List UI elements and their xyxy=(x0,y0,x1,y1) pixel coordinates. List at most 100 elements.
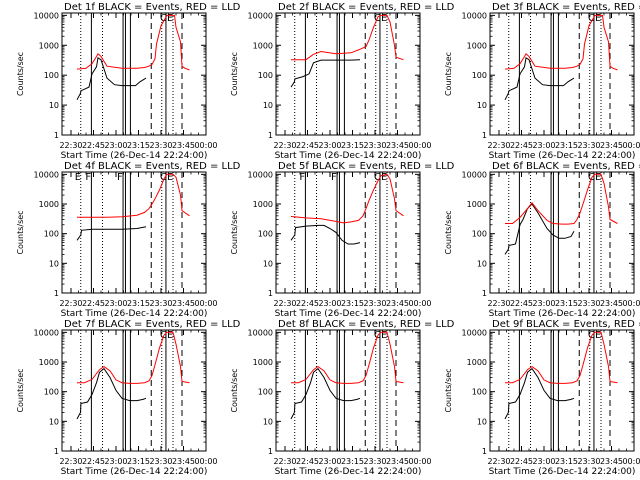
x-tick-label: 23:00 xyxy=(104,457,127,466)
series-line-events xyxy=(290,59,361,88)
x-tick-label: 23:30 xyxy=(577,141,600,150)
x-tick-label: 23:45 xyxy=(600,299,623,308)
y-tick-label: 1 xyxy=(268,289,273,298)
x-tick-label: 22:45 xyxy=(296,141,319,150)
y-axis-label: Counts/sec xyxy=(230,52,239,96)
x-axis-label: Start Time (26-Dec-14 22:24:00) xyxy=(489,151,636,161)
y-tick-label: 10 xyxy=(49,101,59,110)
series-line-events xyxy=(290,224,361,245)
series-line-lld xyxy=(291,14,404,61)
plot-frame xyxy=(489,329,635,452)
x-tick-label: 22:45 xyxy=(510,141,533,150)
y-tick-label: 10 xyxy=(477,101,487,110)
x-tick-label: 23:15 xyxy=(555,299,578,308)
y-tick-label: 100 xyxy=(258,71,273,80)
x-tick-label: 00:00 xyxy=(194,457,217,466)
series-line-lld xyxy=(76,14,190,71)
event-marker-label: C xyxy=(588,13,595,24)
x-tick-label: 23:15 xyxy=(341,457,364,466)
chart-panel-8: Det 8f BLACK = Events, RED = LLD Counts/s… xyxy=(230,319,455,477)
x-tick-label: 22:30 xyxy=(59,299,82,308)
x-tick-label: 23:00 xyxy=(532,299,555,308)
x-tick-label: 23:15 xyxy=(341,299,364,308)
event-marker-label: E xyxy=(381,330,387,341)
x-tick-label: 23:00 xyxy=(532,457,555,466)
y-tick-label: 1000 xyxy=(467,358,487,367)
x-tick-label: 00:00 xyxy=(194,141,217,150)
x-tick-label: 23:00 xyxy=(318,457,341,466)
chart-title: Det 5f BLACK = Events, RED = LLD xyxy=(278,161,455,172)
chart-title: Det 9f BLACK = Events, RED = LLD xyxy=(492,319,640,330)
event-marker-label: E xyxy=(381,13,387,24)
y-axis-label: Counts/sec xyxy=(16,52,25,96)
x-tick-label: 22:30 xyxy=(59,457,82,466)
series-line-events xyxy=(290,367,361,420)
y-tick-label: 10000 xyxy=(462,11,487,20)
y-tick-label: 10000 xyxy=(34,11,59,20)
x-tick-label: 00:00 xyxy=(408,457,431,466)
y-tick-label: 10000 xyxy=(248,170,273,179)
series-line-lld xyxy=(77,173,190,218)
x-tick-label: 23:15 xyxy=(127,141,150,150)
x-tick-label: 00:00 xyxy=(408,141,431,150)
chart-title: Det 6f BLACK = Events, RED = LLD xyxy=(492,161,640,172)
x-tick-label: 22:45 xyxy=(82,299,105,308)
chart-panel-2: Det 2f BLACK = Events, RED = LLD Counts/s… xyxy=(230,2,455,161)
x-axis-label: Start Time (26-Dec-14 22:24:00) xyxy=(489,467,636,477)
x-tick-label: 22:30 xyxy=(59,141,82,150)
y-tick-label: 10 xyxy=(49,417,59,426)
series-line-lld xyxy=(290,173,404,224)
y-tick-label: 1 xyxy=(268,131,273,140)
y-tick-label: 1 xyxy=(482,131,487,140)
chart-panel-6: Det 6f BLACK = Events, RED = LLD Counts/s… xyxy=(444,161,640,319)
y-tick-label: 100 xyxy=(44,230,59,239)
y-tick-label: 100 xyxy=(472,388,487,397)
y-tick-label: 10000 xyxy=(34,170,59,179)
x-tick-label: 23:45 xyxy=(172,299,195,308)
series-line-events xyxy=(504,203,575,255)
y-axis-label: Counts/sec xyxy=(16,368,25,412)
x-tick-label: 23:15 xyxy=(341,141,364,150)
x-tick-label: 23:30 xyxy=(363,457,386,466)
chart-title: Det 7f BLACK = Events, RED = LLD xyxy=(64,319,241,330)
x-tick-label: 22:30 xyxy=(487,299,510,308)
x-axis-label: Start Time (26-Dec-14 22:24:00) xyxy=(275,467,422,477)
plot-frame xyxy=(61,329,207,452)
x-tick-label: 22:45 xyxy=(510,299,533,308)
x-axis-label: Start Time (26-Dec-14 22:24:00) xyxy=(275,309,422,319)
y-axis-label: Counts/sec xyxy=(16,210,25,254)
y-tick-label: 100 xyxy=(44,71,59,80)
y-tick-label: 100 xyxy=(472,71,487,80)
y-tick-label: 1000 xyxy=(467,200,487,209)
plot-frame xyxy=(275,12,421,136)
event-marker-label: E xyxy=(167,330,173,341)
x-tick-label: 23:30 xyxy=(149,141,172,150)
y-tick-label: 10 xyxy=(49,259,59,268)
event-marker-label: C xyxy=(374,172,381,183)
series-line-lld xyxy=(504,14,618,71)
chart-panel-9: Det 9f BLACK = Events, RED = LLD Counts/s… xyxy=(444,319,640,477)
series-line-events xyxy=(504,367,575,420)
chart-title: Det 4f BLACK = Events, RED = LLD xyxy=(64,161,241,172)
y-tick-label: 10 xyxy=(477,259,487,268)
y-axis-label: Counts/sec xyxy=(444,52,453,96)
event-marker-label: E xyxy=(75,172,81,183)
event-marker-label: C xyxy=(160,13,167,24)
x-tick-label: 22:45 xyxy=(82,457,105,466)
chart-title: Det 2f BLACK = Events, RED = LLD xyxy=(278,2,455,13)
y-tick-label: 10000 xyxy=(462,170,487,179)
event-marker-label: E xyxy=(595,172,601,183)
x-tick-label: 00:00 xyxy=(194,299,217,308)
x-tick-label: 23:45 xyxy=(386,141,409,150)
y-axis-label: Counts/sec xyxy=(230,368,239,412)
x-tick-label: 23:45 xyxy=(172,457,195,466)
series-line-events xyxy=(504,56,575,101)
y-tick-label: 100 xyxy=(258,230,273,239)
event-marker-label: E xyxy=(167,13,173,24)
chart-title: Det 8f BLACK = Events, RED = LLD xyxy=(278,319,455,330)
y-tick-label: 10 xyxy=(263,101,273,110)
chart-panel-3: Det 3f BLACK = Events, RED = LLD Counts/s… xyxy=(444,2,640,161)
plot-frame xyxy=(275,329,421,452)
series-line-events xyxy=(76,226,147,241)
